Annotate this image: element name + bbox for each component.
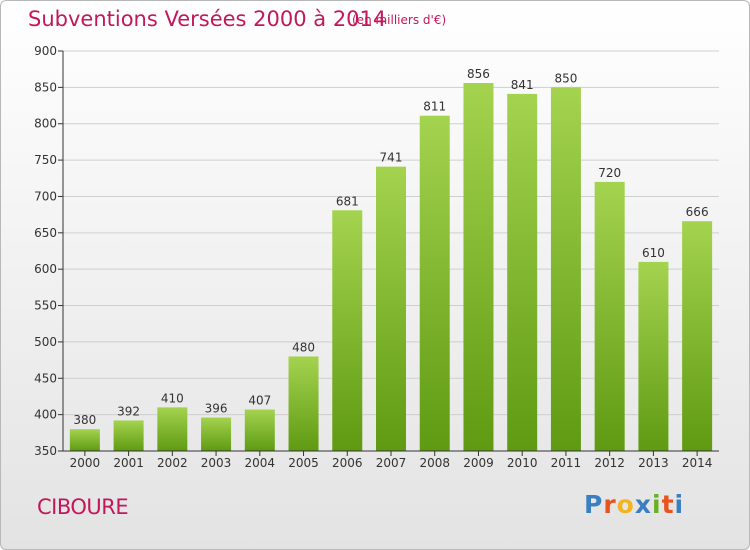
bar-value-label: 407 xyxy=(248,394,271,408)
bar-value-label: 720 xyxy=(598,166,621,180)
bar[interactable] xyxy=(419,115,450,452)
bar[interactable] xyxy=(157,407,188,451)
logo-letter: i xyxy=(674,490,685,519)
logo-letter: t xyxy=(661,490,675,519)
bar[interactable] xyxy=(682,221,713,451)
commune-name: CIBOURE xyxy=(37,495,129,519)
x-tick-label: 2001 xyxy=(113,456,144,470)
chart-subtitle: (en milliers d'€) xyxy=(352,13,447,27)
bar-value-label: 850 xyxy=(554,71,577,85)
y-tick-label: 900 xyxy=(34,44,57,58)
bar[interactable] xyxy=(550,87,581,451)
bar[interactable] xyxy=(507,93,538,451)
bar[interactable] xyxy=(594,181,625,451)
y-tick-label: 400 xyxy=(34,408,57,422)
bar[interactable] xyxy=(113,420,144,451)
bar-value-label: 741 xyxy=(380,151,403,165)
bar-value-label: 380 xyxy=(73,413,96,427)
bar-value-label: 856 xyxy=(467,67,490,81)
bar-value-label: 811 xyxy=(423,100,446,114)
x-tick-label: 2003 xyxy=(201,456,232,470)
x-tick-label: 2009 xyxy=(463,456,494,470)
bar[interactable] xyxy=(201,417,232,451)
bar[interactable] xyxy=(332,210,363,451)
bar-value-label: 681 xyxy=(336,194,359,208)
x-tick-label: 2000 xyxy=(70,456,101,470)
x-tick-label: 2004 xyxy=(245,456,276,470)
y-tick-label: 700 xyxy=(34,189,57,203)
y-tick-label: 550 xyxy=(34,299,57,313)
y-tick-label: 500 xyxy=(34,335,57,349)
y-tick-label: 650 xyxy=(34,226,57,240)
bar-value-label: 666 xyxy=(686,205,709,219)
x-tick-label: 2007 xyxy=(376,456,407,470)
logo-letter: i xyxy=(652,490,662,519)
x-tick-label: 2013 xyxy=(638,456,669,470)
bar-value-label: 396 xyxy=(205,402,228,416)
bar-value-label: 392 xyxy=(117,404,140,418)
y-tick-label: 750 xyxy=(34,153,57,167)
x-tick-label: 2008 xyxy=(419,456,450,470)
bar[interactable] xyxy=(288,356,319,451)
logo-letter: P xyxy=(584,490,604,519)
x-tick-label: 2002 xyxy=(157,456,188,470)
y-tick-label: 600 xyxy=(34,262,57,276)
bar[interactable] xyxy=(638,261,669,451)
y-tick-label: 350 xyxy=(34,444,57,458)
x-tick-label: 2010 xyxy=(507,456,538,470)
bar-value-label: 841 xyxy=(511,78,534,92)
logo-letter: o xyxy=(616,490,635,519)
bar[interactable] xyxy=(69,429,100,451)
bar-value-label: 410 xyxy=(161,391,184,405)
bar-value-label: 610 xyxy=(642,246,665,260)
axes: 350 400 450 500 550 600 650 700 750 800 850 900 2000… xyxy=(34,44,719,470)
logo-letter: r xyxy=(603,490,617,519)
x-tick-label: 2011 xyxy=(551,456,582,470)
chart-title: Subventions Versées 2000 à 2014 xyxy=(28,7,387,31)
x-tick-label: 2006 xyxy=(332,456,363,470)
x-tick-label: 2014 xyxy=(682,456,713,470)
logo-letter: x xyxy=(634,490,652,519)
x-tick-label: 2005 xyxy=(288,456,319,470)
proxiti-logo[interactable]: Proxiti xyxy=(584,490,684,519)
y-tick-label: 850 xyxy=(34,80,57,94)
bar[interactable] xyxy=(376,166,406,452)
x-tick-label: 2012 xyxy=(594,456,625,470)
y-tick-label: 450 xyxy=(34,371,57,385)
bar[interactable] xyxy=(244,409,275,451)
bar[interactable] xyxy=(463,83,494,451)
y-tick-label: 800 xyxy=(34,117,57,131)
bar-value-label: 480 xyxy=(292,340,315,354)
bars: 380 392 410 396 407 480 681 741 811 856 841 850 720 6… xyxy=(69,67,713,452)
